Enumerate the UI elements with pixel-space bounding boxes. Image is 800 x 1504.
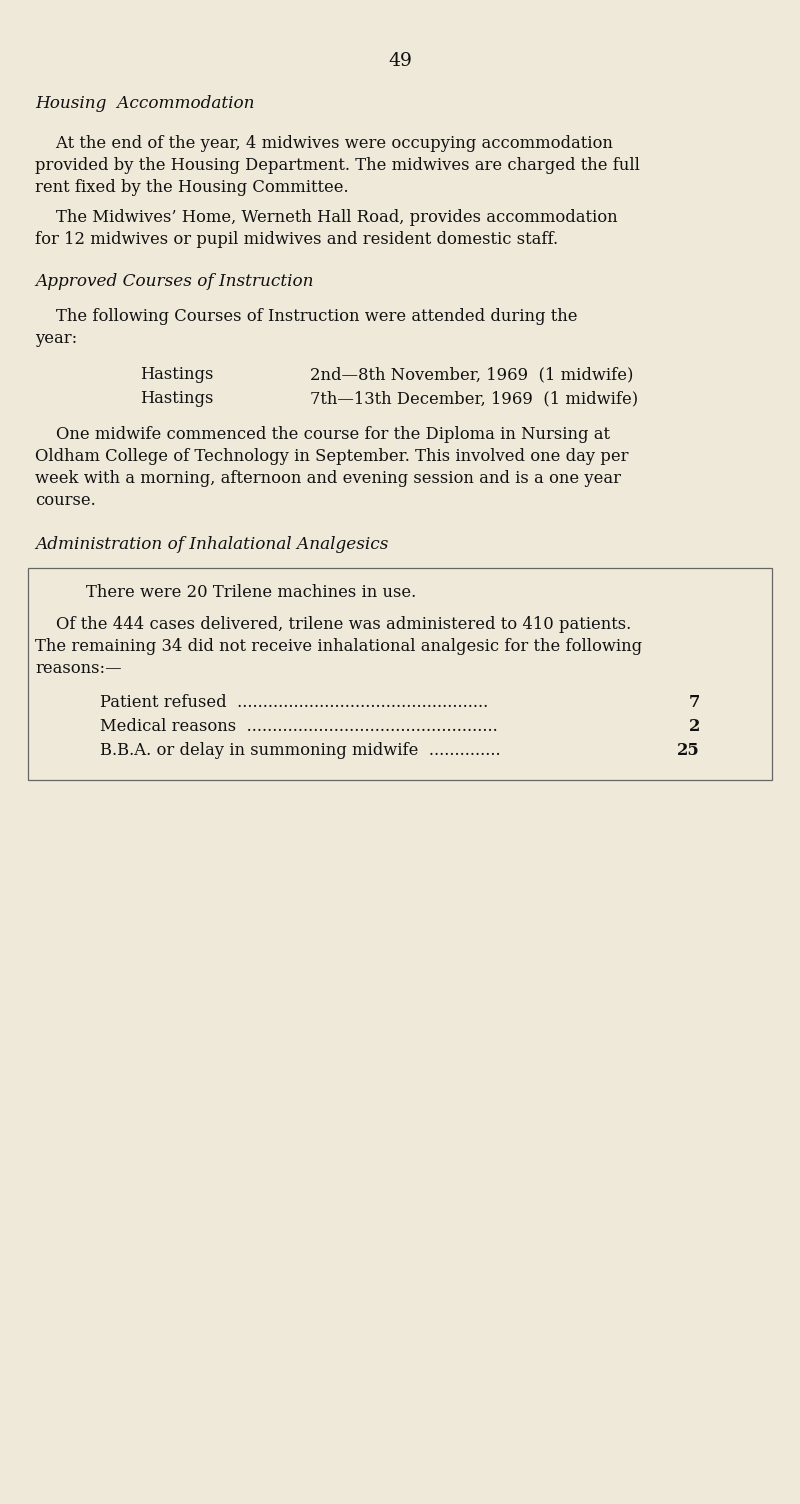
Text: One midwife commenced the course for the Diploma in Nursing at: One midwife commenced the course for the… <box>35 426 610 444</box>
Text: The remaining 34 did not receive inhalational analgesic for the following: The remaining 34 did not receive inhalat… <box>35 638 642 656</box>
Text: 49: 49 <box>388 53 412 71</box>
Text: week with a morning, afternoon and evening session and is a one year: week with a morning, afternoon and eveni… <box>35 469 621 487</box>
Text: Administration of Inhalational Analgesics: Administration of Inhalational Analgesic… <box>35 535 388 553</box>
Text: 7: 7 <box>689 693 700 711</box>
Text: for 12 midwives or pupil midwives and resident domestic staff.: for 12 midwives or pupil midwives and re… <box>35 232 558 248</box>
Text: rent fixed by the Housing Committee.: rent fixed by the Housing Committee. <box>35 179 349 196</box>
Text: B.B.A. or delay in summoning midwife  ..............: B.B.A. or delay in summoning midwife ...… <box>100 741 501 760</box>
Text: Hastings: Hastings <box>140 365 214 384</box>
Bar <box>28 569 772 781</box>
Text: year:: year: <box>35 329 78 347</box>
Text: Housing  Accommodation: Housing Accommodation <box>35 95 254 111</box>
Text: Patient refused  .................................................: Patient refused ........................… <box>100 693 488 711</box>
Text: At the end of the year, 4 midwives were occupying accommodation: At the end of the year, 4 midwives were … <box>35 135 613 152</box>
Text: reasons:—: reasons:— <box>35 660 122 677</box>
Text: 25: 25 <box>678 741 700 760</box>
Text: 2nd—8th November, 1969  (1 midwife): 2nd—8th November, 1969 (1 midwife) <box>310 365 634 384</box>
Text: Oldham College of Technology in September. This involved one day per: Oldham College of Technology in Septembe… <box>35 448 629 465</box>
Text: There were 20 Trilene machines in use.: There were 20 Trilene machines in use. <box>65 584 416 602</box>
Text: 7th—13th December, 1969  (1 midwife): 7th—13th December, 1969 (1 midwife) <box>310 390 638 408</box>
Text: Of the 444 cases delivered, trilene was administered to 410 patients.: Of the 444 cases delivered, trilene was … <box>35 617 631 633</box>
Text: Hastings: Hastings <box>140 390 214 408</box>
Text: Medical reasons  .................................................: Medical reasons ........................… <box>100 717 498 735</box>
Text: course.: course. <box>35 492 96 508</box>
Text: 2: 2 <box>689 717 700 735</box>
Text: provided by the Housing Department. The midwives are charged the full: provided by the Housing Department. The … <box>35 156 640 174</box>
Text: The following Courses of Instruction were attended during the: The following Courses of Instruction wer… <box>35 308 578 325</box>
Text: The Midwives’ Home, Werneth Hall Road, provides accommodation: The Midwives’ Home, Werneth Hall Road, p… <box>35 209 618 226</box>
Text: Approved Courses of Instruction: Approved Courses of Instruction <box>35 274 314 290</box>
